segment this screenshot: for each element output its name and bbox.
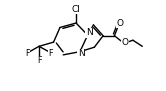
Text: O: O <box>117 19 124 28</box>
Text: Cl: Cl <box>72 5 81 14</box>
Text: N: N <box>86 28 93 37</box>
Text: F: F <box>48 49 53 58</box>
Text: F: F <box>25 49 30 58</box>
Text: N: N <box>78 50 85 59</box>
Text: O: O <box>121 38 128 47</box>
Text: F: F <box>37 56 41 65</box>
